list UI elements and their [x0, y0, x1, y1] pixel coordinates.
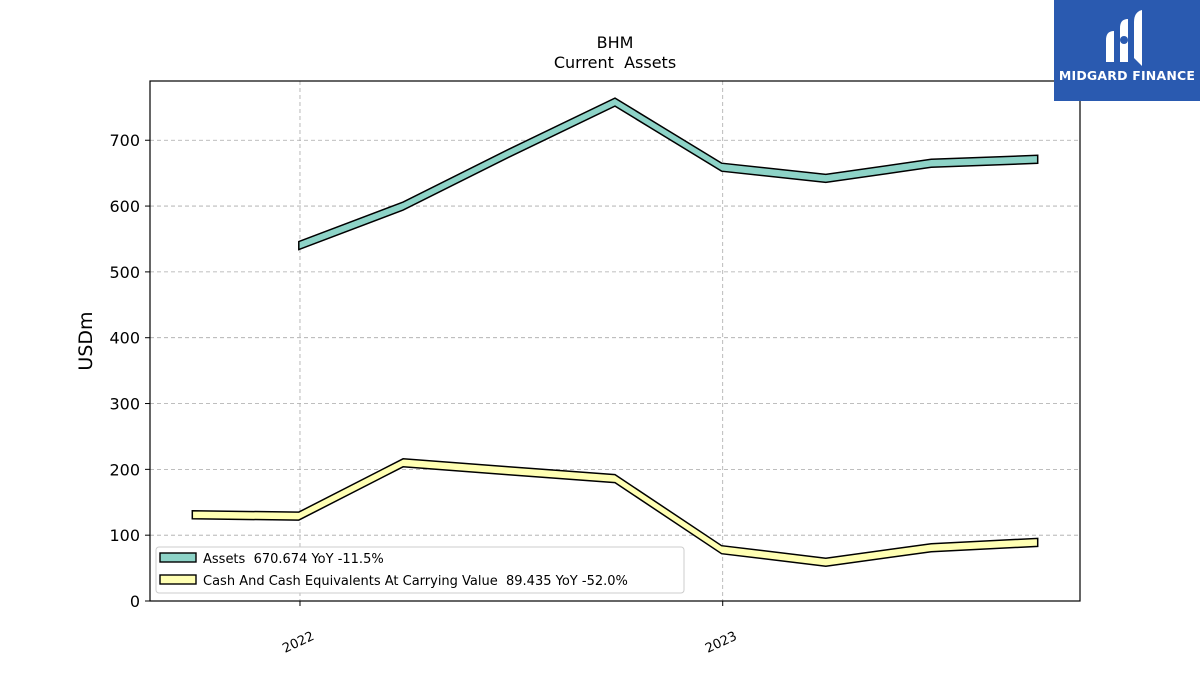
y-tick-label: 400 [109, 329, 140, 348]
legend: Assets 670.674 YoY -11.5% Cash And Cash … [155, 546, 685, 594]
y-tick-label: 500 [109, 263, 140, 282]
y-axis-label: USDm [75, 311, 97, 370]
x-tick-label: 2023 [703, 629, 739, 657]
legend-swatch-cash [159, 574, 197, 585]
y-tick-label: 200 [109, 460, 140, 479]
chart-subtitle: Current Assets [554, 53, 676, 72]
brand-name: MIDGARD FINANCE [1058, 68, 1196, 83]
legend-box [155, 546, 685, 594]
legend-swatch-assets [159, 552, 197, 563]
plot-frame [149, 80, 1081, 602]
x-axis: 2022 2023 [280, 601, 739, 657]
y-tick-label: 700 [109, 131, 140, 150]
y-tick-label: 100 [109, 526, 140, 545]
y-tick-label: 0 [130, 592, 140, 611]
y-tick-label: 300 [109, 395, 140, 414]
brand-logo: MIDGARD FINANCE [1054, 0, 1200, 101]
series-line-1 [191, 458, 1039, 567]
series-layer [191, 97, 1039, 567]
y-axis: 0 100 200 300 400 500 600 700 [109, 131, 150, 611]
legend-label-cash: Cash And Cash Equivalents At Carrying Va… [203, 574, 628, 589]
y-tick-label: 600 [109, 197, 140, 216]
chart-title: BHM [597, 33, 634, 52]
x-tick-label: 2022 [280, 629, 316, 657]
midgard-logo-icon [1106, 10, 1142, 66]
legend-label-assets: Assets 670.674 YoY -11.5% [203, 552, 384, 567]
series-line-0 [298, 97, 1039, 251]
